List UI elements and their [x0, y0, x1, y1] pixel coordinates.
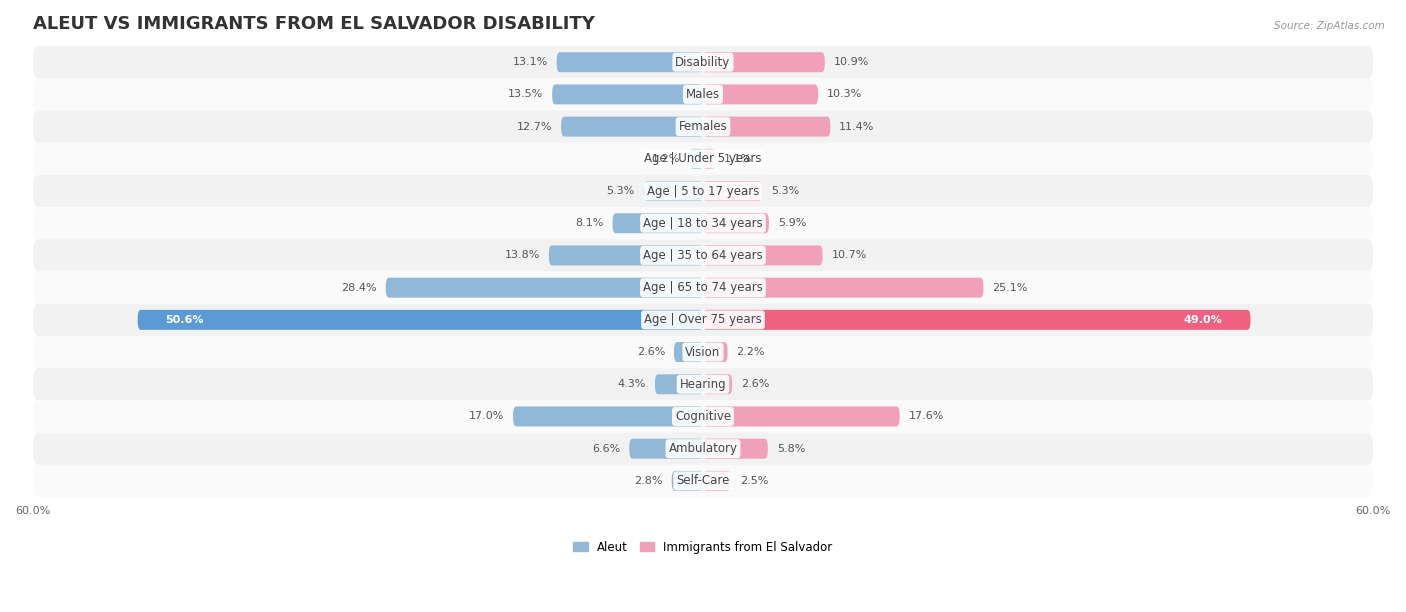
- FancyBboxPatch shape: [703, 52, 825, 72]
- Text: 49.0%: 49.0%: [1184, 315, 1223, 325]
- FancyBboxPatch shape: [703, 181, 762, 201]
- Text: 13.1%: 13.1%: [512, 57, 548, 67]
- FancyBboxPatch shape: [655, 375, 703, 394]
- Text: Vision: Vision: [685, 346, 721, 359]
- FancyBboxPatch shape: [672, 471, 703, 491]
- FancyBboxPatch shape: [32, 368, 1374, 400]
- Text: Females: Females: [679, 120, 727, 133]
- Text: Age | 18 to 34 years: Age | 18 to 34 years: [643, 217, 763, 230]
- Text: Cognitive: Cognitive: [675, 410, 731, 423]
- FancyBboxPatch shape: [703, 342, 727, 362]
- FancyBboxPatch shape: [673, 342, 703, 362]
- Text: Self-Care: Self-Care: [676, 474, 730, 487]
- FancyBboxPatch shape: [32, 111, 1374, 143]
- FancyBboxPatch shape: [630, 439, 703, 458]
- Text: 17.6%: 17.6%: [908, 411, 943, 422]
- Text: 13.5%: 13.5%: [508, 89, 543, 99]
- FancyBboxPatch shape: [32, 78, 1374, 111]
- FancyBboxPatch shape: [32, 207, 1374, 239]
- Text: 5.3%: 5.3%: [770, 186, 800, 196]
- Text: 12.7%: 12.7%: [516, 122, 553, 132]
- Text: 2.6%: 2.6%: [637, 347, 665, 357]
- FancyBboxPatch shape: [32, 46, 1374, 78]
- FancyBboxPatch shape: [644, 181, 703, 201]
- FancyBboxPatch shape: [138, 310, 703, 330]
- Text: 10.9%: 10.9%: [834, 57, 869, 67]
- Legend: Aleut, Immigrants from El Salvador: Aleut, Immigrants from El Salvador: [568, 536, 838, 558]
- Text: 1.1%: 1.1%: [724, 154, 752, 164]
- Text: 2.8%: 2.8%: [634, 476, 662, 486]
- FancyBboxPatch shape: [703, 213, 769, 233]
- FancyBboxPatch shape: [703, 84, 818, 105]
- Text: 6.6%: 6.6%: [592, 444, 620, 453]
- FancyBboxPatch shape: [32, 175, 1374, 207]
- Text: Age | 35 to 64 years: Age | 35 to 64 years: [643, 249, 763, 262]
- Text: 10.3%: 10.3%: [827, 89, 862, 99]
- Text: 5.8%: 5.8%: [776, 444, 806, 453]
- FancyBboxPatch shape: [32, 143, 1374, 175]
- Text: 4.3%: 4.3%: [617, 379, 645, 389]
- FancyBboxPatch shape: [557, 52, 703, 72]
- Text: Ambulatory: Ambulatory: [668, 442, 738, 455]
- Text: ALEUT VS IMMIGRANTS FROM EL SALVADOR DISABILITY: ALEUT VS IMMIGRANTS FROM EL SALVADOR DIS…: [32, 15, 595, 33]
- FancyBboxPatch shape: [703, 471, 731, 491]
- FancyBboxPatch shape: [32, 465, 1374, 497]
- Text: 25.1%: 25.1%: [993, 283, 1028, 293]
- FancyBboxPatch shape: [703, 375, 733, 394]
- Text: 2.5%: 2.5%: [740, 476, 768, 486]
- FancyBboxPatch shape: [553, 84, 703, 105]
- Text: 28.4%: 28.4%: [342, 283, 377, 293]
- Text: Age | Over 75 years: Age | Over 75 years: [644, 313, 762, 326]
- Text: 5.9%: 5.9%: [778, 218, 806, 228]
- FancyBboxPatch shape: [32, 433, 1374, 465]
- FancyBboxPatch shape: [32, 304, 1374, 336]
- Text: 10.7%: 10.7%: [831, 250, 868, 261]
- Text: 2.2%: 2.2%: [737, 347, 765, 357]
- FancyBboxPatch shape: [32, 272, 1374, 304]
- FancyBboxPatch shape: [385, 278, 703, 297]
- Text: 11.4%: 11.4%: [839, 122, 875, 132]
- FancyBboxPatch shape: [513, 406, 703, 427]
- FancyBboxPatch shape: [703, 406, 900, 427]
- FancyBboxPatch shape: [32, 400, 1374, 433]
- Text: 50.6%: 50.6%: [166, 315, 204, 325]
- FancyBboxPatch shape: [561, 117, 703, 136]
- FancyBboxPatch shape: [548, 245, 703, 266]
- FancyBboxPatch shape: [703, 149, 716, 169]
- Text: 13.8%: 13.8%: [505, 250, 540, 261]
- Text: 2.6%: 2.6%: [741, 379, 769, 389]
- Text: Source: ZipAtlas.com: Source: ZipAtlas.com: [1274, 21, 1385, 31]
- Text: 17.0%: 17.0%: [468, 411, 505, 422]
- Text: 8.1%: 8.1%: [575, 218, 603, 228]
- Text: Males: Males: [686, 88, 720, 101]
- Text: Hearing: Hearing: [679, 378, 727, 391]
- FancyBboxPatch shape: [703, 117, 831, 136]
- FancyBboxPatch shape: [703, 310, 1250, 330]
- Text: Age | 5 to 17 years: Age | 5 to 17 years: [647, 185, 759, 198]
- Text: Age | Under 5 years: Age | Under 5 years: [644, 152, 762, 165]
- FancyBboxPatch shape: [32, 336, 1374, 368]
- FancyBboxPatch shape: [32, 239, 1374, 272]
- FancyBboxPatch shape: [703, 245, 823, 266]
- FancyBboxPatch shape: [703, 278, 983, 297]
- Text: Age | 65 to 74 years: Age | 65 to 74 years: [643, 281, 763, 294]
- FancyBboxPatch shape: [703, 439, 768, 458]
- FancyBboxPatch shape: [689, 149, 703, 169]
- Text: Disability: Disability: [675, 56, 731, 69]
- FancyBboxPatch shape: [613, 213, 703, 233]
- Text: 5.3%: 5.3%: [606, 186, 636, 196]
- Text: 1.2%: 1.2%: [652, 154, 681, 164]
